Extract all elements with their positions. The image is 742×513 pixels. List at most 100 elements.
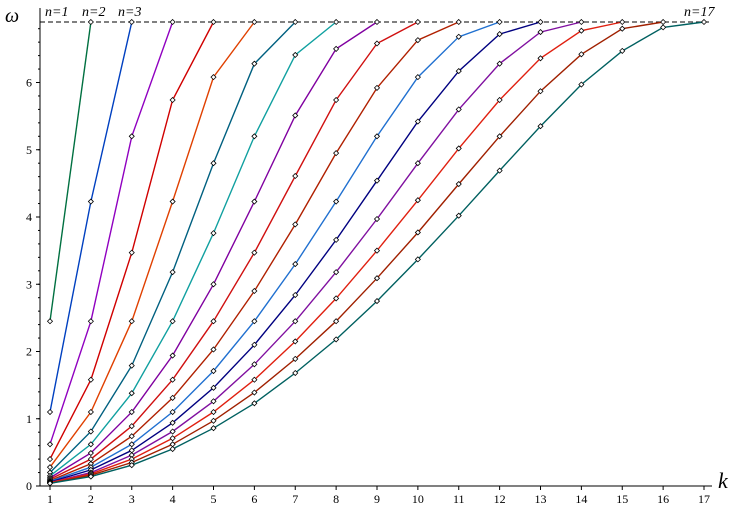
series-3-point [169,18,176,26]
series-16-point [251,400,258,407]
series-12-point [251,341,258,348]
series-5-point [210,74,217,81]
series-3-point [46,441,54,448]
series-13-point [537,28,544,36]
series-14-point [251,376,258,383]
series-2-point [128,18,135,26]
series-15-point [333,318,340,325]
x-tick-label: 12 [494,492,506,506]
series-16-point [373,297,381,305]
series-12-point [333,236,340,243]
series-11-point [455,33,462,40]
annotation-n17: n=17 [684,5,715,20]
series-4-point [128,249,135,256]
series-16-point [537,123,544,130]
series-14-point [333,295,340,302]
series-line-6 [49,21,296,474]
series-15-point [210,417,217,424]
series-8-point [373,18,381,26]
series-11-point [169,408,176,416]
series-12-point [373,177,381,184]
series-7-point [333,18,340,26]
series-9-point [128,423,135,430]
series-8-point [251,198,258,205]
series-line-1 [49,21,92,322]
x-tick-label: 3 [129,492,135,506]
x-tick-label: 1 [47,492,53,506]
series-15-point [537,88,544,95]
series-16-point [660,24,667,31]
y-tick-label: 6 [26,76,32,90]
series-15-point [660,18,667,26]
series-13-point [578,18,585,26]
series-14-point [578,27,585,34]
series-line-13 [49,21,582,484]
series-9-point [169,376,176,383]
series-13-point [496,60,503,67]
series-6-point [251,60,258,67]
y-tick-label: 0 [26,479,32,493]
x-tick-label: 11 [453,492,465,506]
series-15-point [455,180,462,188]
series-line-7 [49,21,337,477]
series-16-point [455,212,462,219]
series-13-point [373,215,381,223]
series-7-point [169,318,176,325]
x-tick-label: 10 [412,492,424,506]
series-10-point [455,18,462,26]
series-16-point [87,473,94,480]
series-4-point [87,376,94,383]
series-2-point [46,408,54,416]
series-15-point [496,133,503,140]
series-13-point [169,428,176,435]
series-16-point [700,18,708,26]
series-9-point [251,249,258,256]
annotation-n3: n=3 [118,5,141,20]
series-16-point [169,445,176,453]
series-8-point [169,352,176,359]
series-layer [46,18,708,487]
series-8-point [128,408,135,416]
series-4-point [210,18,217,26]
series-9-point [373,40,381,47]
series-11-point [292,261,299,268]
x-tick-label: 4 [170,492,176,506]
series-11-point [496,18,503,26]
y-tick-label: 5 [26,143,32,157]
series-10-point [333,150,340,157]
x-tick-label: 8 [333,492,339,506]
y-axis-title: ω [5,5,19,27]
series-11-point [373,133,381,140]
series-2-point [87,198,94,205]
x-tick-label: 6 [251,492,257,506]
series-10-point [292,221,299,228]
series-line-11 [49,21,500,482]
series-8-point [333,45,340,52]
series-11-point [414,74,421,81]
series-11-point [333,198,340,205]
series-11-point [210,367,217,375]
series-14-point [373,247,381,254]
series-line-2 [49,21,133,413]
series-line-14 [49,21,623,484]
series-15-point [619,25,626,32]
series-5-point [251,18,258,26]
series-13-point [210,398,217,405]
series-16-point [292,369,299,377]
series-14-point [496,96,503,104]
series-8-point [210,281,217,288]
series-12-point [292,291,299,299]
series-3-point [87,318,94,325]
series-10-point [169,394,176,401]
x-tick-label: 7 [292,492,298,506]
series-14-point [455,145,462,152]
x-tick-label: 15 [616,492,628,506]
series-16-point [414,256,421,263]
series-12-point [414,118,421,125]
series-8-point [292,112,299,119]
series-line-5 [49,21,255,468]
y-tick-label: 4 [26,210,32,224]
annotation-n2: n=2 [82,5,105,20]
series-16-point [578,81,585,88]
